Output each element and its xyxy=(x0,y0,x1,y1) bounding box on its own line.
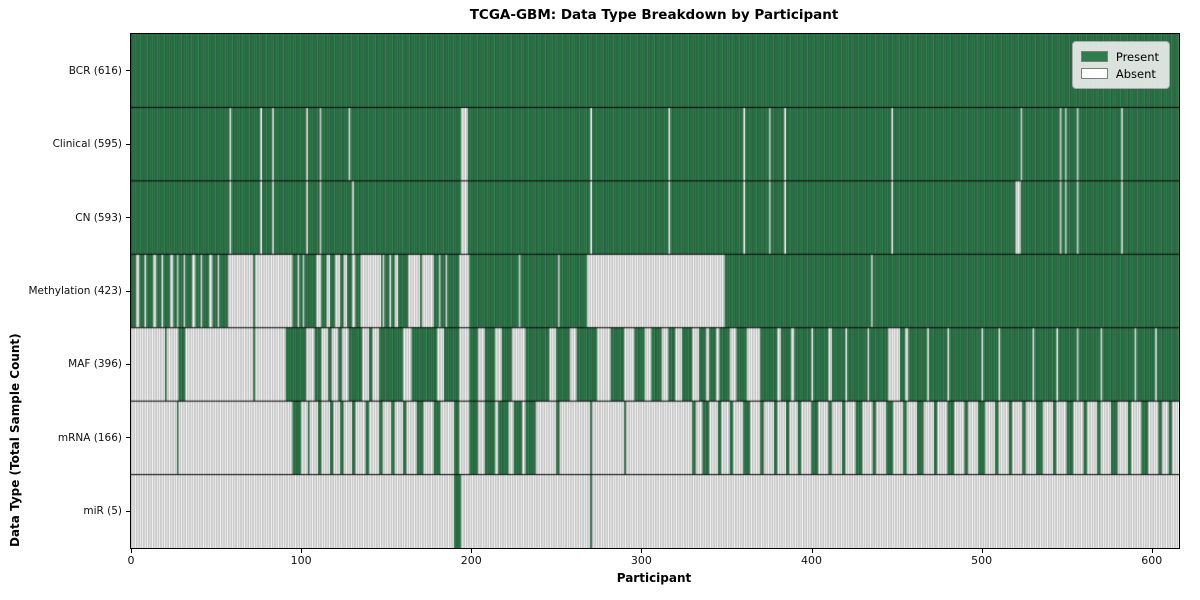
legend: Present Absent xyxy=(1071,41,1170,89)
y-tick-label: Clinical (595) xyxy=(52,138,122,151)
x-tick-mark xyxy=(131,548,132,553)
y-tick-label: miR (5) xyxy=(83,505,122,518)
x-tick-mark xyxy=(1151,548,1153,553)
y-tick-mark xyxy=(126,70,130,72)
x-tick-label: 300 xyxy=(630,554,652,567)
y-tick-mark xyxy=(126,143,130,145)
x-tick-mark xyxy=(811,548,813,553)
y-tick-label: mRNA (166) xyxy=(57,431,122,444)
x-tick-label: 0 xyxy=(127,554,135,567)
x-tick-mark xyxy=(641,548,643,553)
legend-label-absent: Absent xyxy=(1115,66,1156,81)
y-tick-mark xyxy=(126,510,130,512)
y-tick-label: Methylation (423) xyxy=(28,285,122,297)
y-tick-mark xyxy=(126,217,130,219)
heatmap-canvas xyxy=(131,34,1179,548)
chart-title: TCGA-GBM: Data Type Breakdown by Partici… xyxy=(469,7,839,23)
y-tick-label: CN (593) xyxy=(75,211,122,224)
x-tick-label: 500 xyxy=(971,554,993,567)
y-tick-mark xyxy=(126,437,130,439)
x-tick-label: 400 xyxy=(801,554,823,567)
x-axis-label: Participant xyxy=(616,571,692,585)
legend-item-present: Present xyxy=(1080,48,1159,65)
legend-label-present: Present xyxy=(1115,49,1159,64)
x-tick-mark xyxy=(301,548,303,553)
x-tick-mark xyxy=(471,548,473,553)
y-tick-label: BCR (616) xyxy=(68,64,122,77)
y-tick-mark xyxy=(126,363,130,365)
y-tick-mark xyxy=(126,290,130,292)
y-tick-label: MAF (396) xyxy=(68,358,122,371)
x-tick-label: 100 xyxy=(290,554,312,567)
x-tick-mark xyxy=(981,548,983,553)
x-tick-label: 200 xyxy=(460,554,482,567)
absent-swatch-icon xyxy=(1080,68,1108,79)
x-tick-label: 600 xyxy=(1141,554,1163,567)
legend-item-absent: Absent xyxy=(1080,65,1159,82)
plot-area: Present Absent xyxy=(130,33,1180,549)
present-swatch-icon xyxy=(1080,51,1108,62)
